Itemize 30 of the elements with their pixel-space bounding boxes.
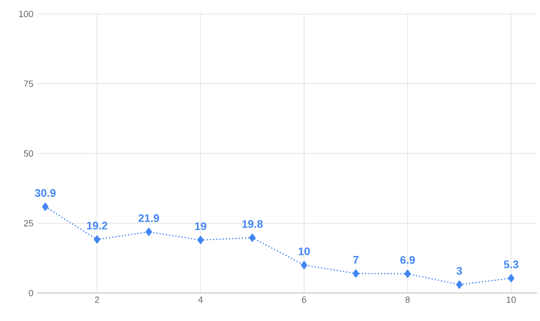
data-label: 3 [456,266,462,275]
x-tick-label: 4 [198,296,203,303]
data-label: 19 [195,222,206,230]
point [42,202,48,211]
data-label: 30.9 [34,189,56,197]
x-tick-label: 8 [406,296,410,303]
data-label: 5.3 [504,260,518,268]
y-tick-label: 50 [24,150,34,157]
x-tick-label: 6 [302,296,306,303]
point [508,274,514,282]
point [249,234,256,242]
data-label: 7 [353,256,358,264]
y-tick-label: 75 [24,80,34,87]
point [146,228,152,236]
data-label: 6.9 [400,256,415,264]
x-tick-label: 10 [506,296,516,303]
y-tick-label: 100 [19,10,34,18]
point [197,236,204,244]
point [456,280,463,289]
y-tick-label: 25 [24,220,34,226]
data-label: 10 [298,247,310,256]
point [94,235,100,244]
data-label: 19.2 [87,222,108,230]
point [352,269,360,278]
data-label: 21.9 [138,214,160,222]
point [300,261,308,270]
point [404,270,411,278]
x-tick-label: 2 [95,296,100,303]
y-tick-label: 0 [28,290,34,296]
data-label: 19.8 [242,220,263,228]
